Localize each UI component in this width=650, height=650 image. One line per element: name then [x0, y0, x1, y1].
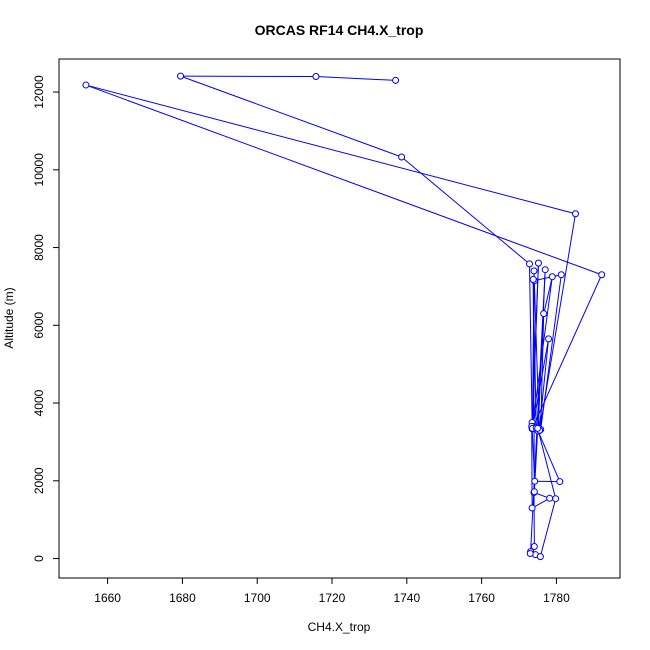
data-point [529, 275, 537, 283]
x-axis: 1660 1680 1700 1720 1740 1760 1780 [94, 577, 570, 605]
series-segment [532, 279, 535, 492]
data-point [531, 477, 539, 485]
data-point [556, 478, 564, 486]
data-point [546, 494, 554, 502]
data-point [530, 543, 538, 551]
y-tick-label: 6000 [32, 312, 46, 339]
series-segment [539, 213, 576, 431]
series-segment [315, 75, 396, 81]
data-point [571, 210, 579, 218]
x-tick-label: 1720 [319, 591, 346, 605]
y-axis-label: Altitude (m) [2, 287, 16, 348]
chart-title: ORCAS RF14 CH4.X_trop [255, 22, 424, 38]
y-tick-label: 10000 [32, 153, 46, 187]
data-point [177, 72, 185, 80]
data-point [545, 335, 553, 343]
series-segment [180, 75, 402, 158]
series-points [82, 72, 606, 561]
data-point [534, 259, 542, 267]
x-tick-label: 1680 [169, 591, 196, 605]
x-tick-label: 1780 [543, 591, 570, 605]
y-tick-label: 2000 [32, 467, 46, 494]
series-segment [534, 274, 562, 282]
y-tick-label: 0 [32, 555, 46, 562]
y-tick-label: 4000 [32, 389, 46, 416]
data-point [82, 81, 90, 89]
data-point [534, 424, 542, 432]
series-segment [540, 313, 545, 430]
x-axis-label: CH4.X_trop [308, 620, 371, 634]
data-point [526, 550, 534, 558]
x-tick-label: 1740 [393, 591, 420, 605]
series-line [85, 75, 603, 557]
data-point [525, 260, 533, 268]
y-tick-label: 8000 [32, 234, 46, 261]
x-tick-label: 1660 [94, 591, 121, 605]
series-segment [401, 156, 530, 265]
data-point [540, 310, 548, 318]
data-point [530, 267, 538, 275]
data-point [541, 266, 549, 274]
series-segment [85, 84, 576, 215]
data-point [392, 76, 400, 84]
series-segment [543, 276, 553, 314]
data-point [398, 153, 406, 161]
series-segment [537, 430, 561, 482]
data-point [312, 72, 320, 80]
data-point [548, 273, 556, 281]
series-segment [537, 428, 557, 499]
data-point [536, 553, 544, 561]
data-point [598, 271, 606, 279]
x-tick-label: 1700 [244, 591, 271, 605]
y-axis: 0 2000 4000 6000 8000 10000 12000 [32, 75, 60, 562]
series-segment [528, 263, 533, 423]
x-tick-label: 1760 [468, 591, 495, 605]
series-segment [85, 84, 602, 276]
data-point [528, 504, 536, 512]
data-point [530, 488, 538, 496]
series-segment [539, 498, 557, 557]
y-tick-label: 12000 [32, 75, 46, 109]
data-point [552, 495, 560, 503]
data-point [557, 271, 565, 279]
